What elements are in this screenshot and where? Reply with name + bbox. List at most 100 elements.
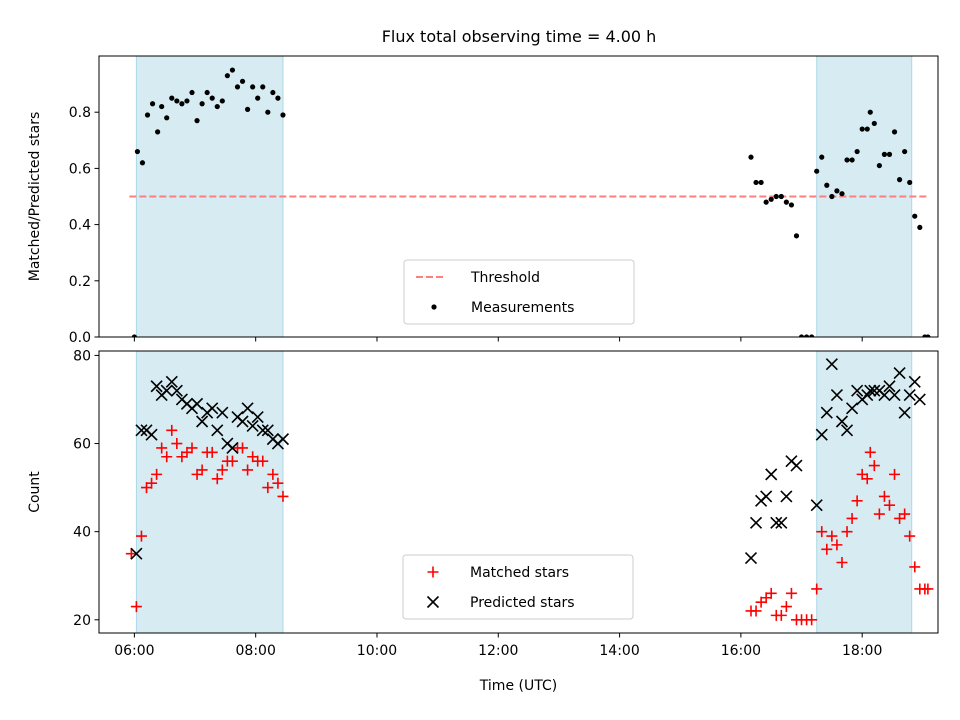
matched-stars-point-67 [922, 583, 934, 595]
predicted-stars-point-45 [835, 415, 849, 428]
predicted-stars-point-34 [765, 468, 778, 481]
legend-label-1: Predicted stars [470, 595, 575, 611]
y-tick-label-2: 0.4 [69, 218, 91, 234]
measurements-point-59 [886, 151, 893, 157]
measurements-point-67 [925, 334, 931, 337]
matched-stars-point-20 [226, 455, 238, 467]
measurements-point-63 [907, 179, 913, 186]
y-tick-label-4: 0.8 [69, 105, 91, 121]
measurements-point-55 [867, 109, 873, 115]
measurements-point-6 [159, 103, 165, 110]
y-axis-label: Matched/Predicted stars [27, 112, 43, 282]
measurements-point-10 [179, 101, 185, 107]
measurements-point-34 [763, 199, 769, 205]
y-tick-label-3: 0.6 [69, 161, 91, 177]
predicted-stars-point-58 [898, 406, 911, 419]
matched-stars-point-55 [864, 446, 876, 458]
predicted-stars-point-35 [770, 516, 783, 529]
predicted-stars-point-8 [170, 384, 183, 397]
predicted-stars-point-54 [878, 388, 891, 402]
predicted-stars-point-61 [913, 393, 926, 406]
y-tick-label-2: 60 [73, 437, 91, 453]
measurements-point-36 [773, 193, 779, 200]
observing-window-1 [135, 350, 284, 634]
legend-label-0: Matched stars [470, 565, 569, 581]
measurements-point-44 [814, 168, 820, 174]
x-tick-label-3: 12:00 [478, 643, 518, 659]
observing-window-2 [816, 350, 913, 634]
top-legend: Threshold Measurements [403, 259, 635, 325]
measurements-point-7 [164, 115, 170, 121]
predicted-stars-point-55 [883, 380, 896, 393]
y-tick-label-3: 80 [73, 348, 91, 364]
measurements-point-30 [280, 112, 286, 118]
measurements-point-31 [748, 154, 754, 160]
measurements-point-8 [169, 95, 175, 101]
matched-stars-point-16 [206, 446, 218, 458]
matched-stars-point-44 [811, 583, 823, 595]
measurements-point-9 [174, 98, 180, 104]
bottom-data-layer [125, 358, 934, 626]
measurements-point-25 [255, 95, 261, 101]
measurements-point-49 [839, 191, 845, 197]
count-panel: 20 40 60 80 06:00 08:00 10:00 12:00 14:00 16:00 18… [27, 348, 939, 694]
predicted-stars-point-44 [830, 388, 843, 402]
y-axis-label: Count [27, 471, 43, 513]
matched-stars-point-46 [821, 543, 833, 555]
predicted-stars-point-46 [840, 424, 854, 437]
predicted-stars-point-57 [893, 366, 906, 380]
measurements-point-20 [229, 67, 236, 73]
x-tick-label-0: 06:00 [114, 643, 154, 659]
predicted-stars-point-41 [815, 428, 828, 441]
x-axis-label: Time (UTC) [479, 678, 557, 694]
predicted-stars-point-3 [145, 428, 158, 441]
predicted-stars-point-40 [810, 499, 823, 512]
chart-title: Flux total observing time = 4.00 h [382, 27, 657, 46]
measurements-point-52 [854, 148, 860, 155]
predicted-stars-point-48 [851, 384, 864, 397]
legend-box [402, 554, 634, 620]
x-tick-label-4: 14:00 [599, 643, 639, 659]
matched-stars-point-17 [211, 473, 223, 485]
matched-stars-point-2 [135, 530, 147, 542]
x-tick-label-2: 10:00 [357, 643, 397, 659]
matched-stars-point-59 [883, 499, 895, 511]
bot-frame [98, 350, 939, 634]
measurements-point-0 [131, 334, 137, 337]
matched-stars-point-14 [196, 464, 208, 476]
matched-stars-point-51 [846, 512, 858, 524]
predicted-stars-point-51 [864, 384, 877, 397]
predicted-stars-point-23 [246, 419, 259, 432]
measurements-point-58 [881, 151, 888, 157]
matched-stars-point-6 [156, 442, 168, 454]
predicted-stars-point-43 [825, 358, 838, 371]
predicted-stars-point-19 [226, 441, 239, 455]
predicted-stars-point-36 [775, 516, 788, 529]
matched-stars-point-63 [904, 530, 916, 542]
measurements-point-47 [829, 193, 835, 200]
measurements-point-40 [793, 233, 800, 239]
matched-stars-point-39 [785, 587, 797, 599]
matched-stars-point-18 [216, 464, 228, 476]
measurements-point-5 [155, 129, 161, 135]
predicted-stars-point-1 [135, 424, 148, 437]
measurements-point-17 [214, 103, 220, 110]
measurements-point-11 [184, 98, 190, 104]
measurements-point-56 [871, 120, 877, 127]
measurements-point-21 [234, 84, 241, 90]
top-axes: 0.0 0.2 0.4 0.6 0.8 Matched/Predicted stars [27, 55, 939, 346]
predicted-stars-point-12 [190, 397, 204, 410]
matched-stars-point-30 [277, 490, 289, 502]
predicted-stars-point-52 [868, 384, 881, 397]
predicted-stars-point-7 [165, 375, 178, 388]
x-tick-label-5: 16:00 [721, 643, 761, 659]
measurements-point-19 [224, 73, 230, 79]
measurements-point-4 [149, 101, 156, 107]
measurements-point-12 [189, 89, 195, 96]
predicted-stars-point-59 [903, 388, 916, 402]
matched-stars-point-58 [878, 490, 890, 502]
measurements-point-33 [758, 179, 764, 186]
measurements-point-60 [891, 129, 898, 135]
predicted-stars-point-22 [241, 402, 254, 415]
